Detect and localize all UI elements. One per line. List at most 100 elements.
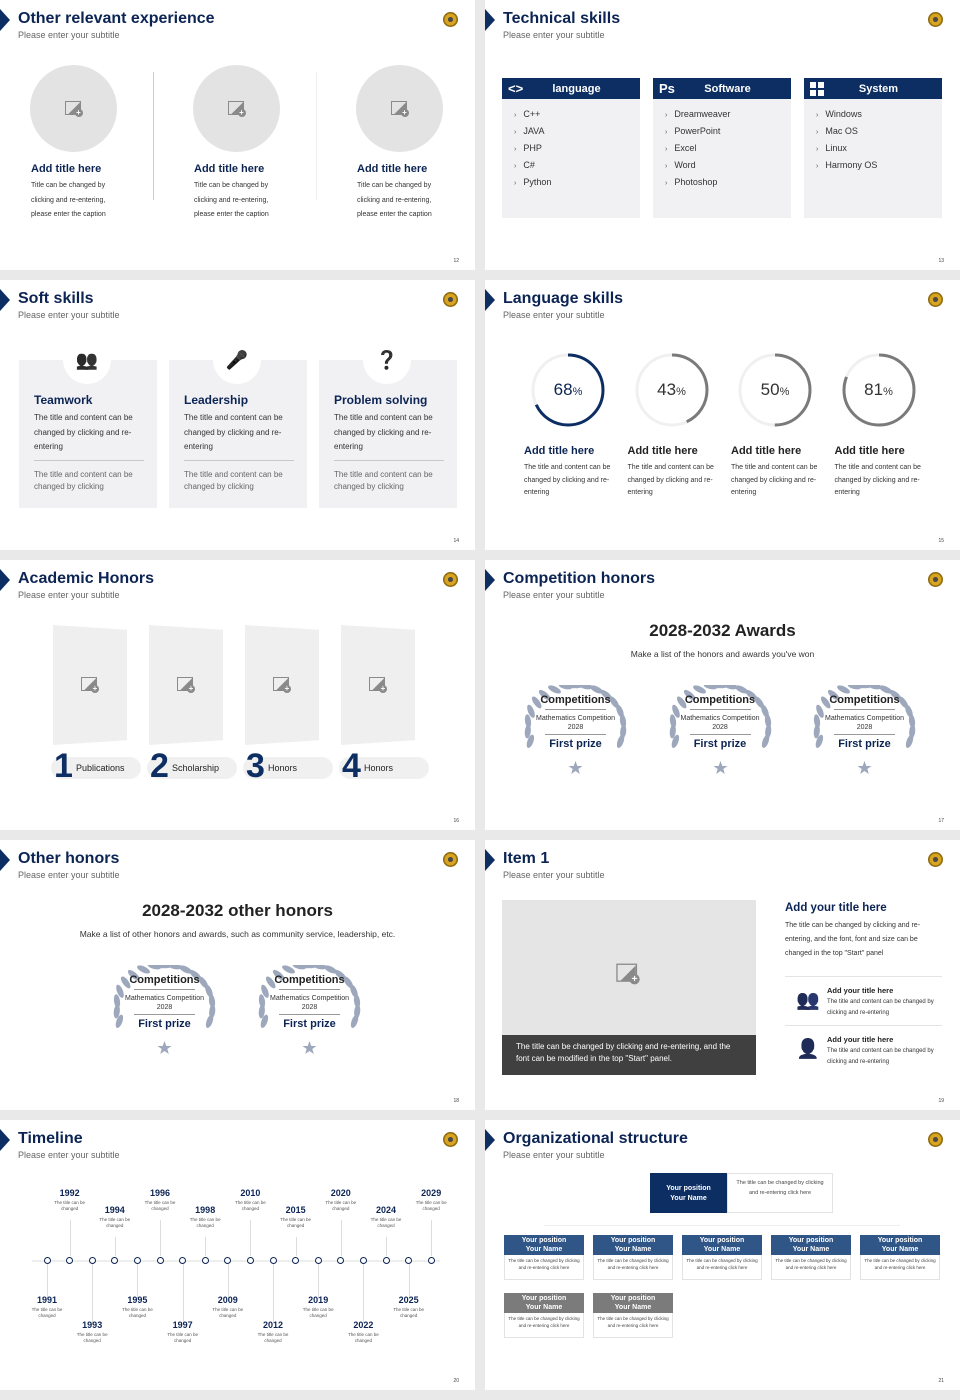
ring-title: Add title here: [731, 445, 802, 457]
timeline-dot[interactable]: [43, 1256, 51, 1264]
timeline-connector: [408, 1264, 410, 1298]
timeline-dot[interactable]: [292, 1256, 300, 1264]
award-year: 2028: [567, 724, 584, 731]
slide-12[interactable]: Other relevant experience Please enter yo…: [0, 0, 475, 270]
slide-19[interactable]: Item 1 Please enter your subtitle 19 The ti…: [485, 840, 960, 1110]
org-node[interactable]: Your position Your Name The title can be c…: [504, 1235, 584, 1280]
award-prize: First prize: [549, 738, 602, 750]
divider: [545, 734, 606, 735]
icon-circle: 👥: [63, 336, 111, 384]
page-number: 17: [938, 818, 944, 824]
skill-item: Mac OS: [816, 126, 942, 143]
timeline-dot[interactable]: [133, 1256, 141, 1264]
org-node[interactable]: Your position Your Name The title can be c…: [682, 1235, 762, 1280]
slide-subtitle: Please enter your subtitle: [503, 310, 605, 320]
chevron-marker-icon: [485, 1129, 495, 1151]
university-seal-logo: [928, 572, 943, 587]
slide-16[interactable]: Academic Honors Please enter your subtitl…: [0, 560, 475, 830]
photo-placeholder[interactable]: [341, 625, 415, 745]
org-node[interactable]: Your position Your Name The title can be c…: [593, 1235, 673, 1280]
card-note: The title and content can be changed by …: [334, 470, 433, 491]
icon-circle: 🎤: [213, 336, 261, 384]
timeline-connector: [69, 1220, 71, 1256]
timeline-dot[interactable]: [66, 1256, 74, 1264]
timeline-text: The title can be changed: [280, 1217, 311, 1228]
award-prize: First prize: [838, 738, 891, 750]
skill-group-system: System WindowsMac OSLinuxHarmony OS: [804, 78, 942, 218]
timeline-dot[interactable]: [337, 1256, 345, 1264]
photo-placeholder[interactable]: [245, 625, 319, 745]
org-node[interactable]: Your position Your Name The title can be c…: [771, 1235, 851, 1280]
award-name-year: Mathematics Competition 2028: [513, 714, 638, 732]
progress-ring: [738, 353, 812, 427]
org-node[interactable]: Your position Your Name The title can be c…: [504, 1293, 584, 1338]
ring-number: 43: [657, 380, 677, 399]
university-seal-logo: [928, 852, 943, 867]
ring-percent-sign: %: [676, 386, 686, 398]
photo-placeholder[interactable]: [53, 625, 127, 745]
timeline-text: The title can be changed: [189, 1217, 221, 1228]
section-caption: Make a list of other honors and awards, …: [79, 929, 396, 939]
timeline-dot[interactable]: [382, 1256, 390, 1264]
image-caption: The title can be changed by clicking and…: [502, 1035, 756, 1075]
divider: [134, 1014, 195, 1015]
image-placeholder[interactable]: [356, 65, 443, 152]
org-node[interactable]: Your position Your Name The title can be c…: [593, 1293, 673, 1338]
timeline-connector: [340, 1220, 342, 1256]
timeline-dot[interactable]: [427, 1256, 435, 1264]
award-badge: Competitions Mathematics Competition 2028 F…: [802, 685, 927, 775]
timeline-dot[interactable]: [314, 1256, 322, 1264]
divider: [153, 72, 154, 200]
skill-item: C++: [514, 109, 640, 126]
slide-14[interactable]: Soft skills Please enter your subtitle 14 👥…: [0, 280, 475, 550]
item-title: Add title here: [357, 163, 428, 175]
timeline-text: The title can be changed: [235, 1200, 266, 1211]
timeline-dot[interactable]: [156, 1256, 164, 1264]
timeline-axis: [32, 1260, 440, 1262]
org-name: Your Name: [881, 1246, 919, 1253]
ring-text: The title and content can be changed by …: [731, 464, 818, 496]
award-name: Mathematics Competition: [270, 995, 349, 1002]
slide-18[interactable]: Other honors Please enter your subtitle 18…: [0, 840, 475, 1110]
timeline-year: 2012: [262, 1320, 284, 1330]
org-node-description: The title can be changed by clicking and…: [860, 1255, 940, 1280]
org-node-header: Your position Your Name: [504, 1293, 584, 1313]
slide-15[interactable]: Language skills Please enter your subtitl…: [485, 280, 960, 550]
add-image-icon: [273, 677, 291, 693]
org-name: Your Name: [614, 1304, 652, 1311]
slide-20[interactable]: Timeline Please enter your subtitle 20 1991…: [0, 1120, 475, 1390]
org-node-header: Your position Your Name: [593, 1235, 673, 1255]
language-ring: [528, 350, 608, 430]
content-text: The title can be changed by clicking and…: [785, 922, 921, 957]
org-node[interactable]: Your position Your Name The title can be c…: [860, 1235, 940, 1280]
timeline-dot[interactable]: [201, 1256, 209, 1264]
timeline-dot[interactable]: [111, 1256, 119, 1264]
timeline-dot[interactable]: [179, 1256, 187, 1264]
item-caption: Title can be changed by: [194, 182, 269, 189]
podium-speaker-icon: 🎤: [225, 349, 249, 370]
chevron-marker-icon: [0, 849, 10, 871]
photo-placeholder[interactable]: [149, 625, 223, 745]
question-person-icon: ❓: [375, 349, 399, 370]
page-number: 15: [938, 538, 944, 544]
timeline-year: 1997: [172, 1320, 193, 1330]
slide-13[interactable]: Technical skills Please enter your subtit…: [485, 0, 960, 270]
image-placeholder[interactable]: [193, 65, 280, 152]
divider: [134, 989, 195, 990]
slide-17[interactable]: Competition honors Please enter your subt…: [485, 560, 960, 830]
skill-group-header: System: [804, 78, 942, 99]
timeline-dot[interactable]: [269, 1256, 277, 1264]
timeline-dot[interactable]: [88, 1256, 96, 1264]
ring-value: 43%: [632, 380, 712, 400]
timeline-dot[interactable]: [405, 1256, 413, 1264]
divider: [279, 989, 340, 990]
ring-percent-sign: %: [572, 386, 583, 398]
timeline-connector: [386, 1237, 387, 1256]
timeline-dot[interactable]: [224, 1256, 232, 1264]
slide-title: Organizational structure: [503, 1130, 688, 1147]
slide-21[interactable]: Organizational structure Please enter you…: [485, 1120, 960, 1390]
timeline-dot[interactable]: [359, 1256, 367, 1264]
image-placeholder[interactable]: [30, 65, 117, 152]
timeline-dot[interactable]: [246, 1256, 254, 1264]
add-image-icon: [227, 100, 246, 117]
